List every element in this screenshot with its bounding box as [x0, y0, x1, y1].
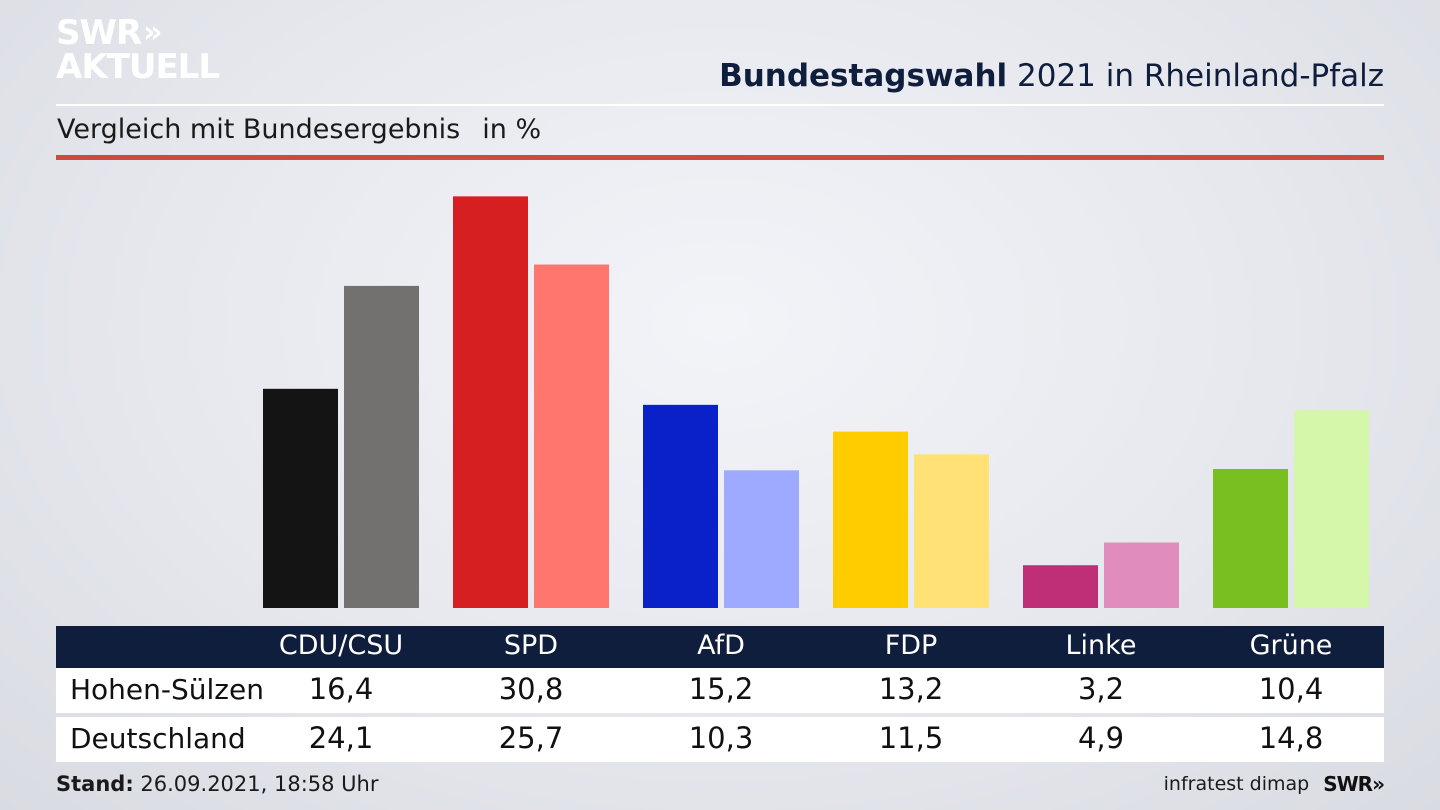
title-divider	[56, 104, 1384, 106]
table-header-band	[56, 626, 1384, 668]
bar-grüne-deutschland	[1294, 410, 1369, 608]
table-row-band-2	[56, 717, 1384, 762]
bar-spd-hohen-suelzen	[453, 196, 528, 608]
bar-grüne-hohen-suelzen	[1213, 469, 1288, 608]
source-label: infratest dimap	[1163, 773, 1310, 795]
party-label-afd: AfD	[697, 630, 745, 661]
party-label-grüne: Grüne	[1249, 630, 1333, 661]
title-bold: Bundestagswahl	[719, 58, 1008, 94]
logo-swr: SWR	[56, 13, 142, 53]
timestamp: Stand: 26.09.2021, 18:58 Uhr	[56, 772, 379, 796]
title-rest: 2021 in Rheinland-Pfalz	[1007, 58, 1384, 94]
bar-afd-hohen-suelzen	[643, 404, 718, 608]
value-grüne-deutschland: 14,8	[1258, 721, 1324, 755]
value-afd-hohen-suelzen: 15,2	[688, 672, 754, 706]
row-label-hohen-suelzen: Hohen-Sülzen	[70, 673, 264, 706]
value-spd-hohen-suelzen: 30,8	[498, 672, 564, 706]
chart-subtitle: Vergleich mit Bundesergebnis in %	[57, 114, 541, 145]
subtitle-text: Vergleich mit Bundesergebnis	[57, 114, 461, 145]
bar-fdp-deutschland	[914, 454, 989, 608]
stand-label: Stand:	[56, 772, 134, 796]
unit-label: in %	[482, 114, 542, 145]
value-cdu-csu-hohen-suelzen: 16,4	[308, 672, 374, 706]
party-label-linke: Linke	[1065, 630, 1137, 661]
bar-spd-deutschland	[534, 264, 609, 608]
bar-cdu-csu-deutschland	[344, 285, 419, 608]
bar-cdu-csu-hohen-suelzen	[263, 388, 338, 608]
bar-linke-hohen-suelzen	[1023, 565, 1098, 608]
party-label-spd: SPD	[503, 630, 559, 661]
swr-aktuell-logo: SWR» AKTUELL	[56, 13, 220, 87]
logo-aktuell: AKTUELL	[56, 47, 220, 87]
party-label-fdp: FDP	[884, 630, 938, 661]
page-title: Bundestagswahl 2021 in Rheinland-Pfalz	[719, 58, 1384, 94]
value-fdp-hohen-suelzen: 13,2	[878, 672, 944, 706]
value-linke-deutschland: 4,9	[1077, 721, 1125, 755]
row-label-deutschland: Deutschland	[70, 722, 246, 755]
table-row-band-1	[56, 668, 1384, 713]
bar-fdp-hohen-suelzen	[833, 431, 908, 608]
stand-value: 26.09.2021, 18:58 Uhr	[133, 772, 379, 796]
subtitle-divider	[56, 155, 1384, 160]
value-afd-deutschland: 10,3	[688, 721, 754, 755]
party-label-cdu-csu: CDU/CSU	[278, 630, 404, 661]
source-credit: infratest dimap SWR»	[1163, 772, 1385, 796]
bar-afd-deutschland	[724, 470, 799, 608]
swr-brand-logo: SWR»	[1323, 772, 1385, 796]
bar-linke-deutschland	[1104, 542, 1179, 608]
value-spd-deutschland: 25,7	[498, 721, 564, 755]
value-fdp-deutschland: 11,5	[878, 721, 944, 755]
value-cdu-csu-deutschland: 24,1	[308, 721, 374, 755]
value-linke-hohen-suelzen: 3,2	[1077, 672, 1125, 706]
value-grüne-hohen-suelzen: 10,4	[1258, 672, 1324, 706]
